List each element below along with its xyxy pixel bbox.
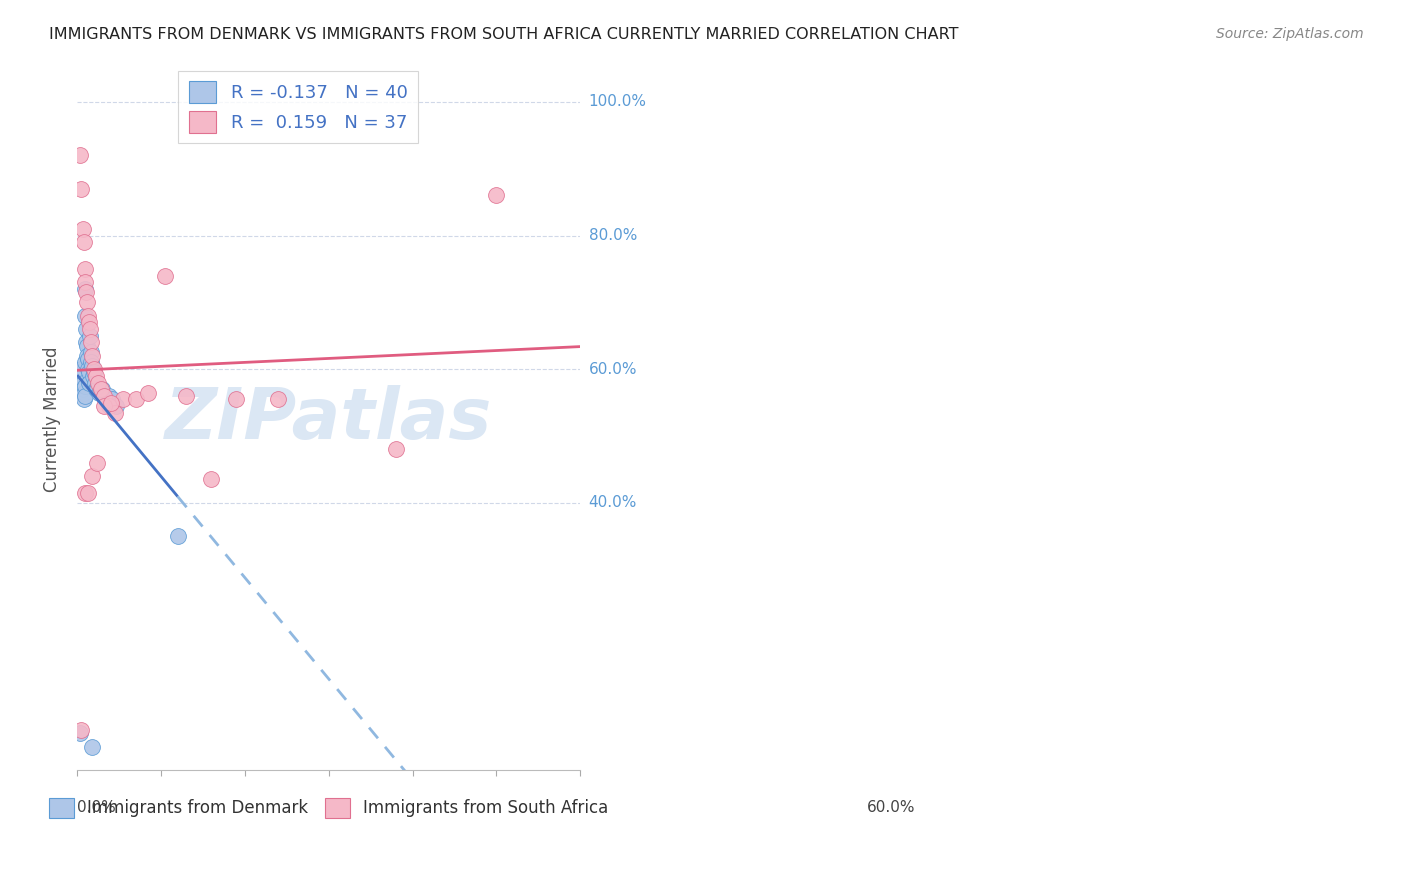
Point [90,382,112,396]
Point [485,188,508,202]
Point [166,529,188,543]
Point [82,368,104,383]
Point [101,392,124,407]
Point [70,368,93,383]
Point [82,359,104,373]
Text: ZIPatlas: ZIPatlas [165,384,492,454]
Point [77,352,100,367]
Point [75,322,97,336]
Point [100,395,122,409]
Text: 0.0%: 0.0% [77,800,115,815]
Point [75,335,97,350]
Point [97,389,120,403]
Point [70,182,93,196]
Point [75,309,97,323]
Point [69,366,91,380]
Point [112,392,135,407]
Y-axis label: Currently Married: Currently Married [44,346,60,492]
Point [225,392,247,407]
Point [73,385,96,400]
Point [73,379,96,393]
Point [75,282,97,296]
Point [79,335,101,350]
Point [70,723,93,737]
Point [384,442,406,457]
Point [77,315,100,329]
Point [72,222,94,236]
Text: Source: ZipAtlas.com: Source: ZipAtlas.com [1216,27,1364,41]
Point [104,399,127,413]
Point [73,392,96,407]
Point [70,362,93,376]
Point [93,389,115,403]
Point [87,385,110,400]
Point [77,485,100,500]
Point [125,392,148,407]
Text: 60.0%: 60.0% [868,800,915,815]
Text: IMMIGRANTS FROM DENMARK VS IMMIGRANTS FROM SOUTH AFRICA CURRENTLY MARRIED CORREL: IMMIGRANTS FROM DENMARK VS IMMIGRANTS FR… [49,27,959,42]
Point [69,148,91,162]
Point [87,376,110,390]
Point [80,355,103,369]
Point [73,485,96,500]
Point [97,399,120,413]
Point [200,472,222,486]
Point [77,362,100,376]
Point [76,295,98,310]
Text: 80.0%: 80.0% [589,228,637,243]
Point [72,376,94,390]
Point [79,328,101,343]
Point [83,376,105,390]
Point [73,355,96,369]
Point [73,262,96,277]
Point [82,349,104,363]
Point [75,285,97,300]
Point [77,309,100,323]
Point [86,382,108,396]
Point [75,275,97,289]
Point [76,349,98,363]
Point [77,366,100,380]
Point [79,345,101,359]
Point [73,235,96,250]
Text: 60.0%: 60.0% [589,361,637,376]
Point [69,726,91,740]
Point [76,339,98,353]
Point [72,382,94,396]
Point [82,739,104,754]
Point [84,382,107,396]
Point [93,389,115,403]
Point [174,389,197,403]
Point [93,399,115,413]
Point [83,362,105,376]
Legend: Immigrants from Denmark, Immigrants from South Africa: Immigrants from Denmark, Immigrants from… [42,791,616,825]
Point [79,322,101,336]
Point [91,382,114,396]
Point [104,406,127,420]
Point [90,382,112,396]
Point [267,392,290,407]
Point [84,368,107,383]
Text: 40.0%: 40.0% [589,495,637,510]
Point [83,366,105,380]
Text: 100.0%: 100.0% [589,95,647,110]
Point [138,385,160,400]
Point [73,389,96,403]
Point [82,469,104,483]
Point [86,456,108,470]
Point [153,268,176,283]
Point [77,376,100,390]
Point [96,392,118,407]
